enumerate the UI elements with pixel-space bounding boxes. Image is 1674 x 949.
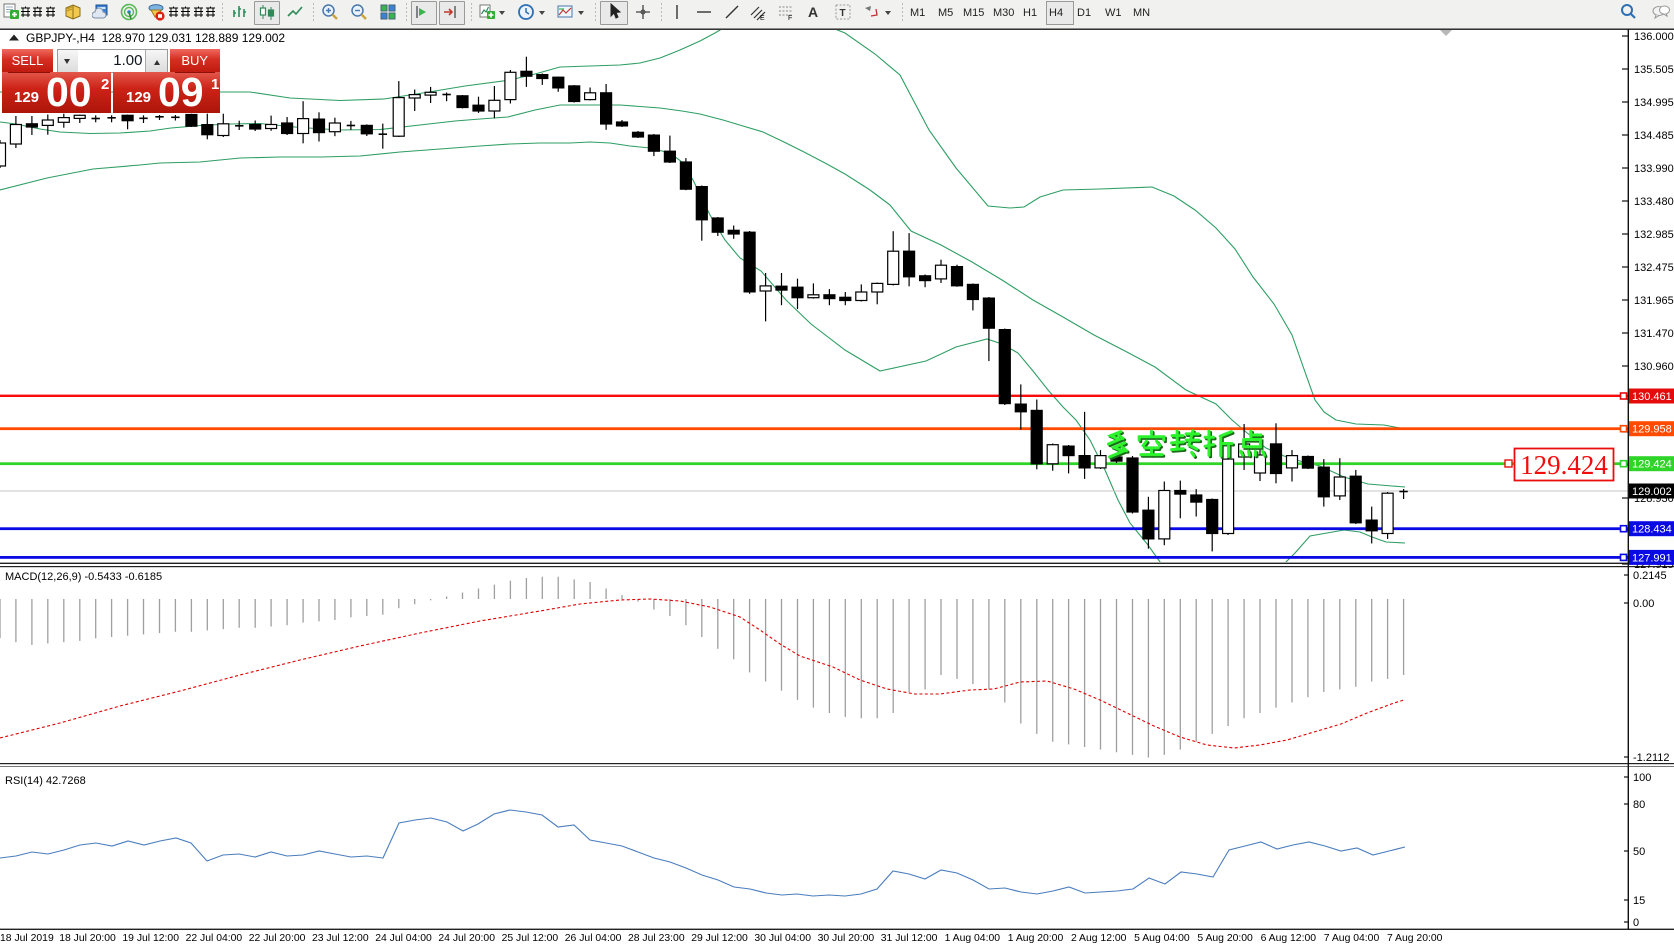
svg-text:130.960: 130.960 [1634,361,1674,373]
svg-text:7 Aug 20:00: 7 Aug 20:00 [1387,933,1443,944]
svg-text:23 Jul 12:00: 23 Jul 12:00 [312,933,369,944]
svg-text:0.2145: 0.2145 [1633,570,1667,582]
svg-text:24 Jul 04:00: 24 Jul 04:00 [375,933,432,944]
svg-text:1 Aug 04:00: 1 Aug 04:00 [945,933,1001,944]
svg-text:130.461: 130.461 [1632,391,1672,403]
svg-text:22 Jul 20:00: 22 Jul 20:00 [249,933,306,944]
svg-text:24 Jul 20:00: 24 Jul 20:00 [438,933,495,944]
svg-text:50: 50 [1633,846,1645,858]
svg-text:133.990: 133.990 [1634,163,1674,175]
svg-text:129.002: 129.002 [1632,486,1672,498]
svg-text:129.424: 129.424 [1632,459,1672,471]
svg-text:135.505: 135.505 [1634,64,1674,76]
svg-text:19 Jul 12:00: 19 Jul 12:00 [122,933,179,944]
svg-text:0: 0 [1633,917,1639,929]
svg-text:F: F [788,15,792,21]
svg-text:26 Jul 04:00: 26 Jul 04:00 [565,933,622,944]
svg-text:2 Aug 12:00: 2 Aug 12:00 [1071,933,1127,944]
svg-text:133.480: 133.480 [1634,196,1674,208]
svg-text:1 Aug 20:00: 1 Aug 20:00 [1008,933,1064,944]
svg-text:28 Jul 23:00: 28 Jul 23:00 [628,933,685,944]
svg-text:5 Aug 20:00: 5 Aug 20:00 [1197,933,1253,944]
svg-text:6 Aug 12:00: 6 Aug 12:00 [1261,933,1317,944]
svg-text:-1.2112: -1.2112 [1633,752,1670,764]
svg-text:134.485: 134.485 [1634,130,1674,142]
svg-text:18 Jul 2019: 18 Jul 2019 [0,933,54,944]
svg-text:31 Jul 12:00: 31 Jul 12:00 [881,933,938,944]
svg-text:131.965: 131.965 [1634,295,1674,307]
svg-text:29 Jul 12:00: 29 Jul 12:00 [691,933,748,944]
svg-text:128.434: 128.434 [1632,524,1672,536]
svg-text:129.424: 129.424 [1520,450,1608,480]
svg-text:25 Jul 12:00: 25 Jul 12:00 [502,933,559,944]
svg-text:134.995: 134.995 [1634,97,1674,109]
svg-text:MACD(12,26,9) -0.5433 -0.6185: MACD(12,26,9) -0.5433 -0.6185 [5,571,162,583]
svg-text:127.991: 127.991 [1632,552,1672,564]
svg-text:132.475: 132.475 [1634,262,1674,274]
svg-text:E: E [760,15,765,21]
svg-text:0.00: 0.00 [1633,598,1654,610]
svg-text:RSI(14) 42.7268: RSI(14) 42.7268 [5,775,86,787]
svg-text:18 Jul 20:00: 18 Jul 20:00 [59,933,116,944]
svg-text:30 Jul 20:00: 30 Jul 20:00 [818,933,875,944]
svg-text:22 Jul 04:00: 22 Jul 04:00 [186,933,243,944]
svg-text:5 Aug 04:00: 5 Aug 04:00 [1134,933,1190,944]
svg-text:131.470: 131.470 [1634,328,1674,340]
svg-text:T: T [840,8,846,19]
svg-text:136.000: 136.000 [1634,31,1674,43]
svg-text:129.958: 129.958 [1632,424,1672,436]
svg-text:80: 80 [1633,799,1645,811]
svg-text:100: 100 [1633,772,1651,784]
svg-text:30 Jul 04:00: 30 Jul 04:00 [754,933,811,944]
svg-text:7 Aug 04:00: 7 Aug 04:00 [1324,933,1380,944]
svg-text:GBPJPY-,H4 128.970 129.031 12: GBPJPY-,H4 128.970 129.031 128.889 129.0… [26,31,285,45]
svg-text:15: 15 [1633,895,1645,907]
svg-text:132.985: 132.985 [1634,229,1674,241]
